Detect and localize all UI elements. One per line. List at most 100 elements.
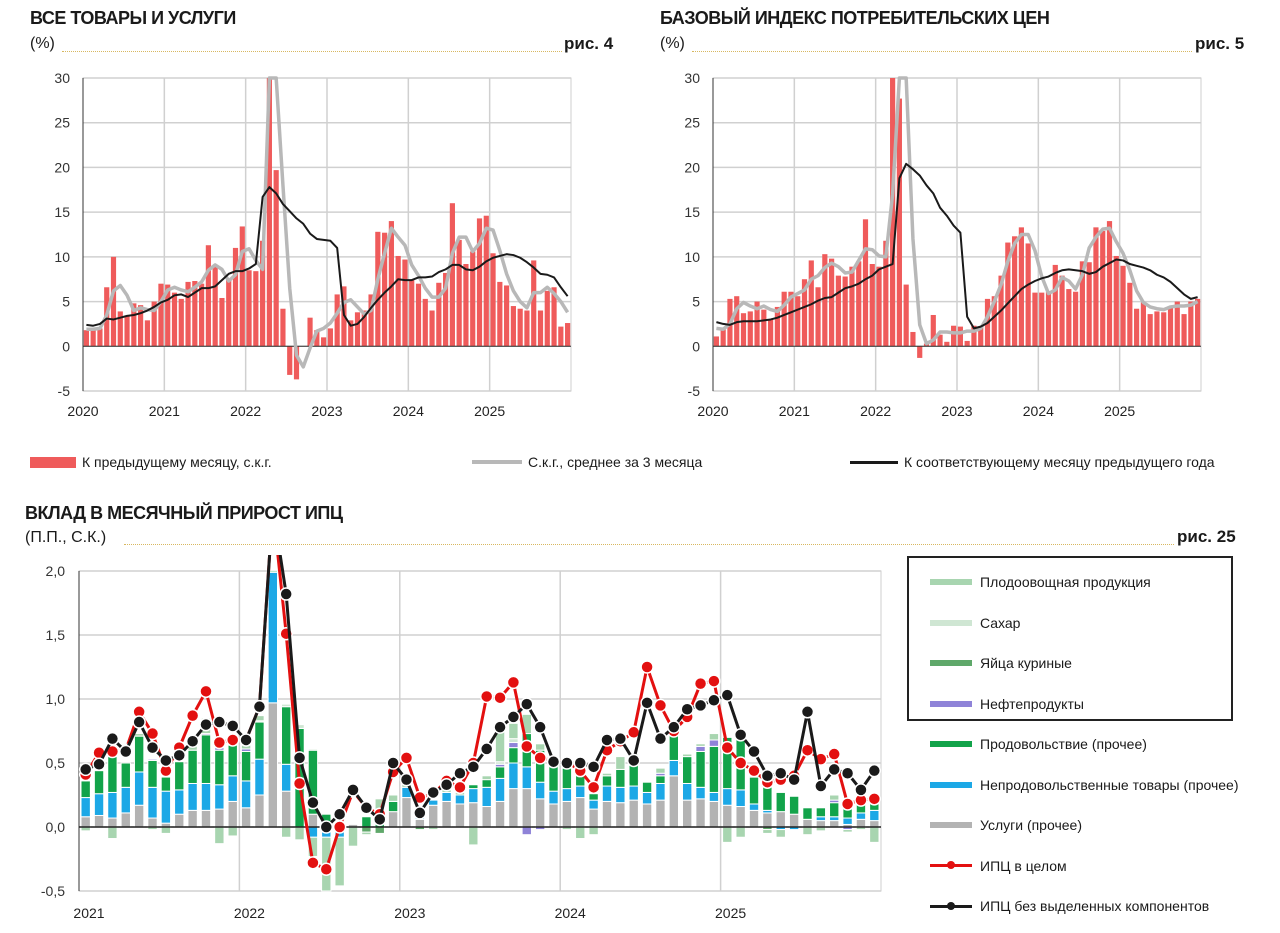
bar <box>768 319 774 347</box>
stacked-bar-segment <box>468 788 479 804</box>
bar <box>937 334 943 347</box>
stacked-bar-segment <box>240 807 252 828</box>
stacked-bar-segment <box>508 722 519 740</box>
series-marker <box>573 756 587 770</box>
stacked-bar-segment <box>133 733 145 737</box>
bar <box>531 260 537 347</box>
y-tick-label: 5 <box>692 294 700 310</box>
stacked-bar-segment <box>682 756 693 784</box>
stacked-bar-segment <box>227 826 238 837</box>
bar <box>720 329 726 347</box>
bar <box>307 317 313 347</box>
x-tick-label: 2022 <box>234 905 265 921</box>
series-marker <box>800 705 815 719</box>
series-marker <box>279 587 293 601</box>
stacked-bar-segment <box>548 803 559 828</box>
series-marker <box>613 731 628 746</box>
series-marker <box>479 742 494 756</box>
chart2-unit: (%) <box>660 35 685 52</box>
stacked-bar-segment <box>481 779 492 788</box>
stacked-bar-segment <box>708 733 720 741</box>
bar <box>429 310 435 347</box>
stacked-bar-segment <box>481 786 492 808</box>
legend-label: Яйца куриные <box>980 655 1072 671</box>
stacked-bar-segment <box>200 734 212 784</box>
bar <box>348 320 354 347</box>
stacked-bar-segment <box>160 826 172 834</box>
x-tick-label: 2022 <box>860 403 891 419</box>
stacked-bar-segment <box>748 776 760 805</box>
y-tick-label: 0 <box>62 338 70 354</box>
stacked-bar-segment <box>227 744 238 777</box>
series-marker <box>840 766 855 780</box>
stacked-bar-segment <box>187 782 198 811</box>
series-marker <box>586 760 601 774</box>
bar <box>470 251 476 347</box>
stacked-bar-segment <box>708 745 720 793</box>
stacked-bar-segment <box>414 818 426 828</box>
bar <box>165 284 171 347</box>
series-marker <box>733 728 748 742</box>
bar <box>375 231 381 347</box>
chart2-title: БАЗОВЫЙ ИНДЕКС ПОТРЕБИТЕЛЬСКИХ ЦЕН <box>660 8 1050 28</box>
stacked-bar-segment <box>534 743 546 751</box>
legend-label: Нефтепродукты <box>980 695 1084 712</box>
bar <box>1127 282 1133 347</box>
stacked-bar-segment <box>748 809 760 828</box>
stacked-bar-segment <box>387 811 399 828</box>
bar <box>537 310 544 347</box>
stacked-bar-segment <box>588 826 599 836</box>
stacked-bar-segment <box>588 793 599 801</box>
bar <box>930 314 936 347</box>
bar <box>1167 306 1174 347</box>
bar <box>253 271 259 347</box>
series-marker <box>159 753 173 768</box>
stacked-bar-segment <box>361 826 372 833</box>
stacked-bar-segment <box>187 749 198 784</box>
series-marker <box>252 699 267 714</box>
stacked-bar-segment <box>815 820 827 828</box>
bar <box>361 310 367 347</box>
series-marker <box>827 762 841 777</box>
series-marker <box>506 710 521 724</box>
stacked-bar-segment <box>508 738 519 744</box>
legend-swatch <box>930 660 972 666</box>
bar <box>449 203 455 347</box>
stacked-bar-segment <box>655 799 666 828</box>
stacked-bar-segment <box>534 798 546 828</box>
stacked-bar-segment <box>240 750 252 782</box>
stacked-bar-segment <box>428 799 439 806</box>
stacked-bar-segment <box>561 767 573 790</box>
stacked-bar-segment <box>601 800 613 828</box>
y-tick-label: 2,0 <box>46 563 66 579</box>
series-marker <box>399 751 414 765</box>
bar <box>903 284 909 347</box>
bar <box>890 78 896 347</box>
series-line <box>716 162 1198 330</box>
bar <box>1025 243 1031 347</box>
stacked-bar-segment <box>214 826 225 845</box>
x-tick-label: 2024 <box>555 905 586 921</box>
stacked-bar-segment <box>494 766 506 779</box>
legend-swatch <box>930 579 972 585</box>
y-tick-label: 10 <box>54 249 70 265</box>
stacked-bar-segment <box>695 750 706 788</box>
series-marker <box>760 769 775 783</box>
legend-swatch <box>930 822 972 828</box>
series-marker <box>199 684 213 699</box>
bar <box>463 264 469 347</box>
stacked-bar-segment <box>829 794 840 801</box>
stacked-bar-segment <box>281 763 292 792</box>
series-marker <box>680 702 694 716</box>
series-marker <box>453 780 467 795</box>
bar <box>565 323 571 347</box>
x-tick-label: 2021 <box>779 403 810 419</box>
bar <box>192 281 198 347</box>
legend-swatch-black <box>850 460 898 464</box>
bar <box>944 341 950 347</box>
series-marker <box>814 779 828 793</box>
series-line <box>86 186 569 327</box>
legend-swatch <box>930 781 972 788</box>
legend-marker <box>947 901 955 910</box>
y-tick-label: -0,5 <box>41 883 65 899</box>
